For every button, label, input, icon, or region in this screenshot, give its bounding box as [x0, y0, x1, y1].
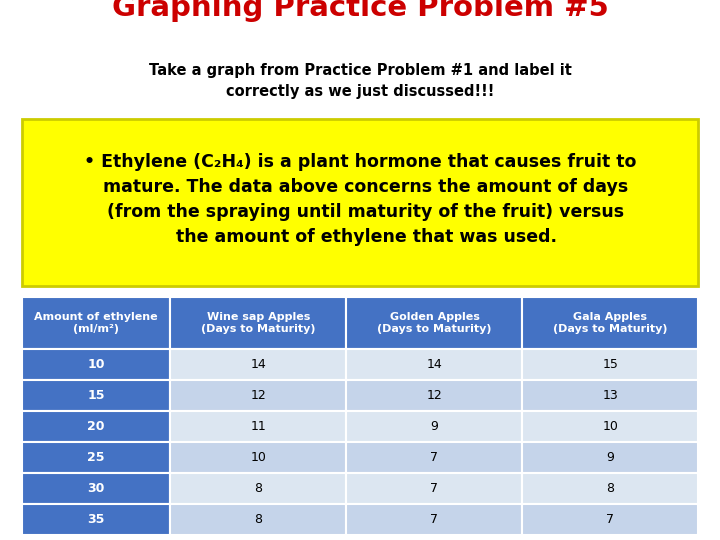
Text: 20: 20	[87, 420, 105, 433]
FancyBboxPatch shape	[22, 119, 698, 286]
FancyBboxPatch shape	[523, 411, 698, 442]
Text: 11: 11	[251, 420, 266, 433]
FancyBboxPatch shape	[523, 504, 698, 535]
FancyBboxPatch shape	[346, 442, 523, 473]
Text: Gala Apples
(Days to Maturity): Gala Apples (Days to Maturity)	[553, 312, 667, 334]
Text: 30: 30	[87, 482, 104, 495]
FancyBboxPatch shape	[346, 297, 523, 349]
FancyBboxPatch shape	[346, 473, 523, 504]
Text: 10: 10	[251, 451, 266, 464]
FancyBboxPatch shape	[22, 380, 171, 411]
Text: 12: 12	[426, 389, 442, 402]
FancyBboxPatch shape	[171, 442, 346, 473]
Text: 7: 7	[431, 512, 438, 525]
Text: 10: 10	[87, 358, 105, 371]
FancyBboxPatch shape	[171, 297, 346, 349]
Text: 15: 15	[603, 358, 618, 371]
FancyBboxPatch shape	[523, 349, 698, 380]
FancyBboxPatch shape	[346, 380, 523, 411]
Text: 15: 15	[87, 389, 105, 402]
Text: Amount of ethylene
(ml/m²): Amount of ethylene (ml/m²)	[35, 312, 158, 334]
FancyBboxPatch shape	[523, 297, 698, 349]
Text: 14: 14	[251, 358, 266, 371]
FancyBboxPatch shape	[346, 504, 523, 535]
Text: Take a graph from Practice Problem #1 and label it
correctly as we just discusse: Take a graph from Practice Problem #1 an…	[148, 63, 572, 99]
Text: 25: 25	[87, 451, 105, 464]
FancyBboxPatch shape	[171, 411, 346, 442]
FancyBboxPatch shape	[22, 473, 171, 504]
Text: 7: 7	[431, 451, 438, 464]
Text: • Ethylene (C₂H₄) is a plant hormone that causes fruit to
  mature. The data abo: • Ethylene (C₂H₄) is a plant hormone tha…	[84, 153, 636, 246]
FancyBboxPatch shape	[22, 411, 171, 442]
FancyBboxPatch shape	[523, 442, 698, 473]
FancyBboxPatch shape	[22, 349, 171, 380]
FancyBboxPatch shape	[346, 349, 523, 380]
Text: 10: 10	[603, 420, 618, 433]
FancyBboxPatch shape	[523, 380, 698, 411]
Text: 8: 8	[254, 482, 263, 495]
FancyBboxPatch shape	[171, 349, 346, 380]
FancyBboxPatch shape	[22, 297, 171, 349]
FancyBboxPatch shape	[171, 473, 346, 504]
Text: 7: 7	[431, 482, 438, 495]
Text: 8: 8	[254, 512, 263, 525]
FancyBboxPatch shape	[22, 504, 171, 535]
FancyBboxPatch shape	[22, 442, 171, 473]
FancyBboxPatch shape	[171, 380, 346, 411]
Text: Wine sap Apples
(Days to Maturity): Wine sap Apples (Days to Maturity)	[201, 312, 316, 334]
FancyBboxPatch shape	[171, 504, 346, 535]
Text: 12: 12	[251, 389, 266, 402]
Text: 9: 9	[431, 420, 438, 433]
Text: 7: 7	[606, 512, 614, 525]
Text: 35: 35	[87, 512, 104, 525]
Text: Graphing Practice Problem #5: Graphing Practice Problem #5	[112, 0, 608, 22]
Text: Golden Apples
(Days to Maturity): Golden Apples (Days to Maturity)	[377, 312, 492, 334]
Text: 8: 8	[606, 482, 614, 495]
FancyBboxPatch shape	[346, 411, 523, 442]
Text: 13: 13	[603, 389, 618, 402]
FancyBboxPatch shape	[523, 473, 698, 504]
Text: 14: 14	[426, 358, 442, 371]
Text: 9: 9	[606, 451, 614, 464]
